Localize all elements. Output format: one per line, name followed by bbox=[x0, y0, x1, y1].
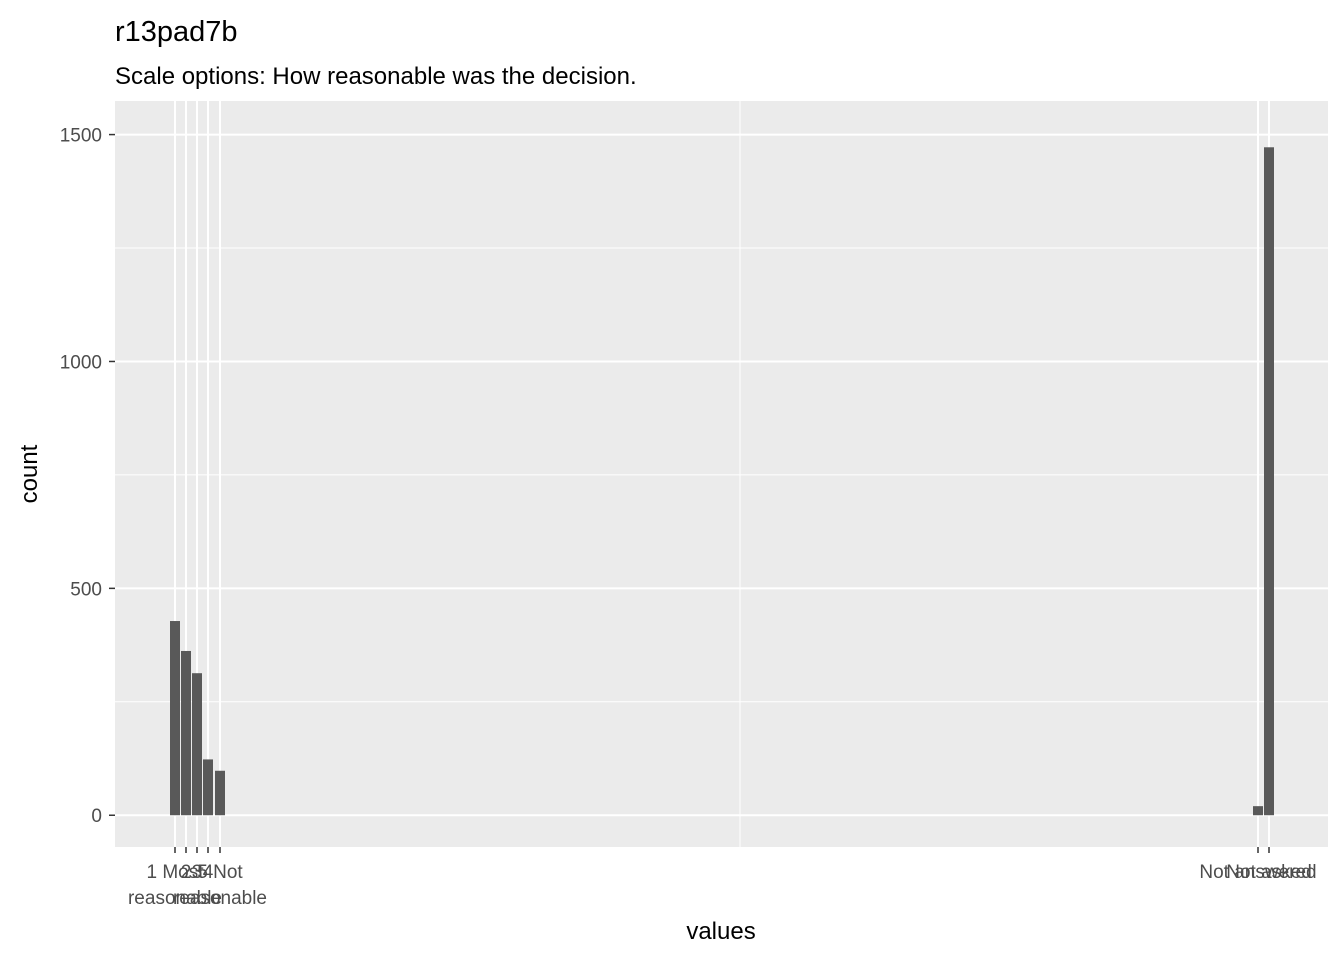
y-axis: 0 500 1000 1500 bbox=[60, 126, 115, 827]
x-tick-label: 5 Not reasonable bbox=[173, 862, 267, 909]
x-tick-label: 4 bbox=[203, 862, 214, 883]
minor-gridlines bbox=[115, 101, 1328, 847]
y-axis-title: count bbox=[16, 444, 43, 503]
x-tick-label: 2 bbox=[181, 862, 192, 883]
chart-title: r13pad7b bbox=[115, 16, 238, 48]
bar bbox=[192, 673, 202, 816]
bar bbox=[215, 770, 225, 816]
y-tick-label: 0 bbox=[91, 806, 102, 827]
y-tick-label: 1000 bbox=[60, 352, 102, 373]
y-tick-label: 500 bbox=[70, 579, 102, 600]
chart-subtitle: Scale options: How reasonable was the de… bbox=[115, 63, 637, 90]
bar bbox=[170, 621, 180, 816]
bar bbox=[1264, 147, 1274, 816]
plot-panel bbox=[115, 101, 1328, 847]
x-tick-label: Not asked bbox=[1226, 862, 1312, 883]
x-tick-label: 1 Most reasonable bbox=[128, 862, 222, 909]
bars bbox=[170, 147, 1274, 816]
bar bbox=[203, 759, 213, 816]
y-tick-label: 1500 bbox=[60, 126, 102, 147]
bar bbox=[181, 650, 191, 816]
bar bbox=[1253, 806, 1263, 816]
major-gridlines bbox=[115, 101, 1328, 847]
x-tick-label: Not answered bbox=[1199, 862, 1316, 883]
x-axis-title: values bbox=[686, 918, 755, 945]
x-tick-label: 3 bbox=[192, 862, 203, 883]
